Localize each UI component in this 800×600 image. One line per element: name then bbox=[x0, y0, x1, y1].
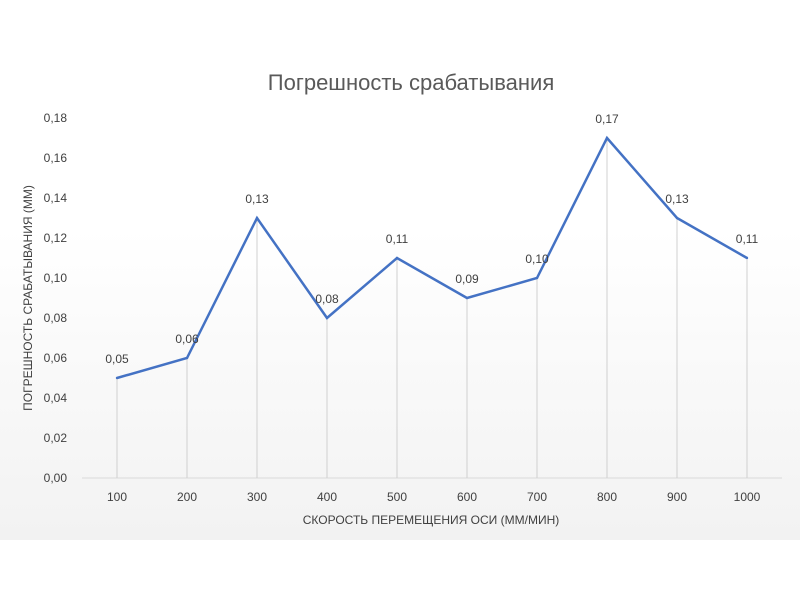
x-tick-label: 700 bbox=[527, 490, 547, 504]
data-label: 0,13 bbox=[665, 192, 689, 206]
y-axis-label: ПОГРЕШНОСТЬ СРАБАТЫВАНИЯ (ММ) bbox=[21, 185, 35, 411]
chart-title: Погрешность срабатывания bbox=[268, 70, 554, 95]
data-point bbox=[745, 256, 749, 260]
data-point bbox=[395, 256, 399, 260]
data-label: 0,10 bbox=[525, 252, 549, 266]
y-tick-label: 0,06 bbox=[44, 351, 68, 365]
series-line bbox=[116, 135, 748, 380]
y-tick-label: 0,12 bbox=[44, 231, 68, 245]
x-tick-label: 200 bbox=[177, 490, 197, 504]
y-tick-label: 0,02 bbox=[44, 431, 68, 445]
data-point bbox=[255, 216, 259, 220]
chart-background bbox=[0, 62, 800, 540]
data-point bbox=[325, 316, 329, 320]
data-label: 0,11 bbox=[386, 232, 409, 246]
data-point bbox=[115, 376, 119, 380]
data-point bbox=[185, 356, 189, 360]
x-tick-label: 300 bbox=[247, 490, 267, 504]
x-tick-label: 600 bbox=[457, 490, 477, 504]
x-tick-label: 400 bbox=[317, 490, 337, 504]
data-point bbox=[605, 136, 609, 140]
data-label: 0,05 bbox=[105, 352, 129, 366]
data-label: 0,13 bbox=[245, 192, 269, 206]
data-label: 0,11 bbox=[736, 232, 759, 246]
y-tick-label: 0,04 bbox=[44, 391, 68, 405]
data-label: 0,06 bbox=[175, 332, 199, 346]
data-label: 0,08 bbox=[315, 292, 339, 306]
y-tick-label: 0,10 bbox=[44, 271, 68, 285]
x-tick-label: 500 bbox=[387, 490, 407, 504]
data-point bbox=[465, 296, 469, 300]
y-tick-label: 0,00 bbox=[44, 471, 68, 485]
y-tick-label: 0,14 bbox=[44, 191, 68, 205]
x-axis-label: СКОРОСТЬ ПЕРЕМЕЩЕНИЯ ОСИ (ММ/МИН) bbox=[303, 513, 559, 527]
x-tick-label: 1000 bbox=[734, 490, 761, 504]
x-tick-label: 800 bbox=[597, 490, 617, 504]
y-tick-label: 0,18 bbox=[44, 111, 68, 125]
y-tick-label: 0,08 bbox=[44, 311, 68, 325]
y-tick-label: 0,16 bbox=[44, 151, 68, 165]
x-tick-label: 900 bbox=[667, 490, 687, 504]
data-label: 0,09 bbox=[455, 272, 479, 286]
data-point bbox=[675, 216, 679, 220]
data-point bbox=[535, 276, 539, 280]
data-label: 0,17 bbox=[595, 112, 619, 126]
plot-area: 0,00 0,02 0,04 0,06 0,08 0,10 0,12 0,14 0,16 0,18… bbox=[44, 111, 782, 504]
x-tick-label: 100 bbox=[107, 490, 127, 504]
